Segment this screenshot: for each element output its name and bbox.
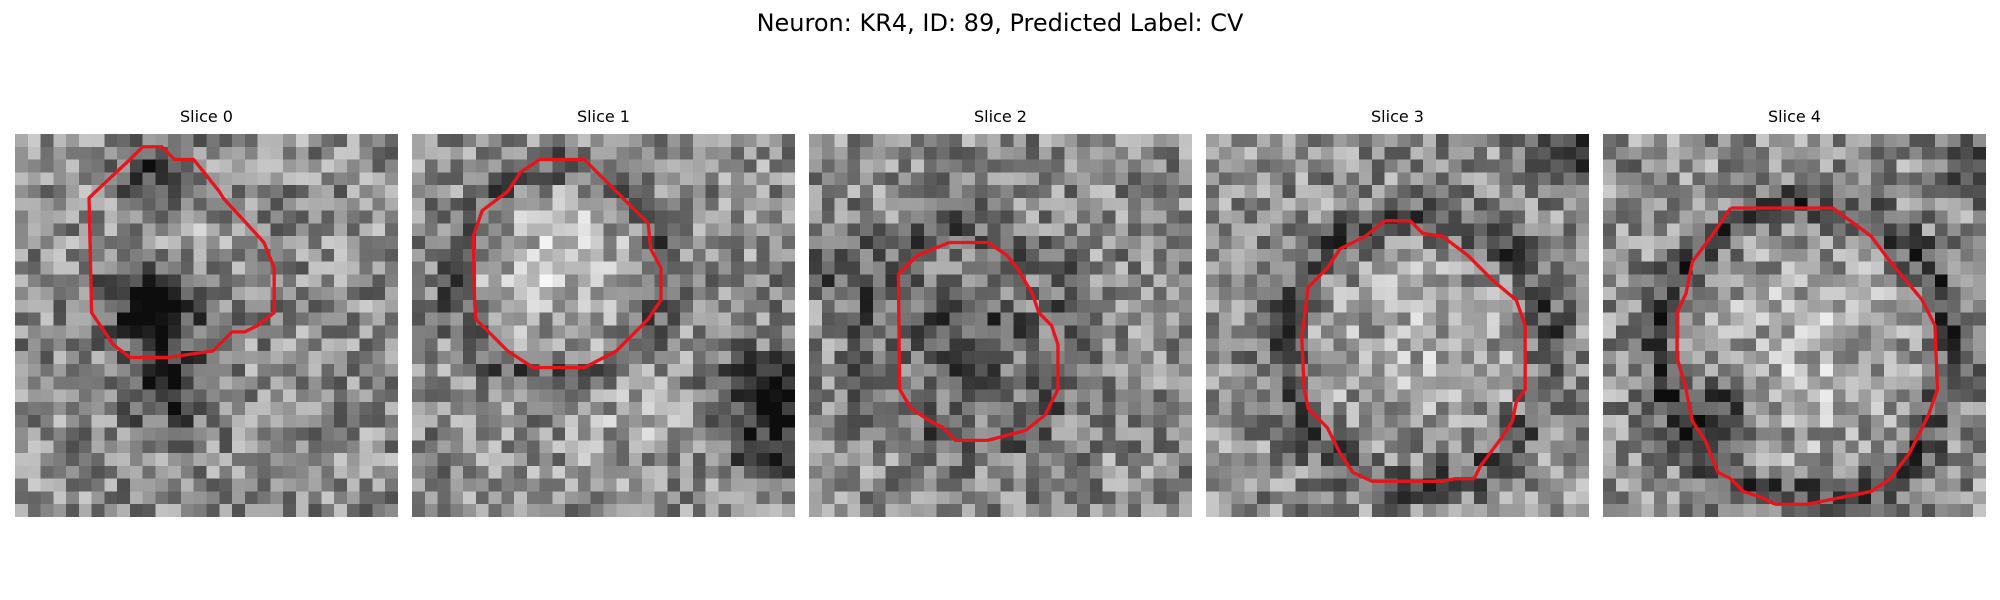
contour-outline-3 — [1300, 219, 1527, 483]
slice-image-4 — [1603, 134, 1986, 517]
contour-outline-2 — [896, 240, 1060, 443]
contour-outline-1 — [471, 157, 663, 370]
slice-title-1: Slice 1 — [577, 107, 630, 126]
figure-title: Neuron: KR4, ID: 89, Predicted Label: CV — [756, 9, 1244, 37]
slice-panel-1: Slice 1 — [412, 107, 795, 517]
slice-image-0 — [15, 134, 398, 517]
slice-image-2 — [809, 134, 1192, 517]
contour-outline-0 — [87, 145, 276, 360]
slice-title-2: Slice 2 — [974, 107, 1027, 126]
contour-outline-4 — [1675, 206, 1940, 506]
slice-panel-4: Slice 4 — [1603, 107, 1986, 517]
slice-panel-3: Slice 3 — [1206, 107, 1589, 517]
slice-panel-0: Slice 0 — [15, 107, 398, 517]
slice-title-4: Slice 4 — [1768, 107, 1821, 126]
slice-panel-2: Slice 2 — [809, 107, 1192, 517]
slice-image-1 — [412, 134, 795, 517]
slice-image-3 — [1206, 134, 1589, 517]
slice-title-3: Slice 3 — [1371, 107, 1424, 126]
slice-title-0: Slice 0 — [180, 107, 233, 126]
